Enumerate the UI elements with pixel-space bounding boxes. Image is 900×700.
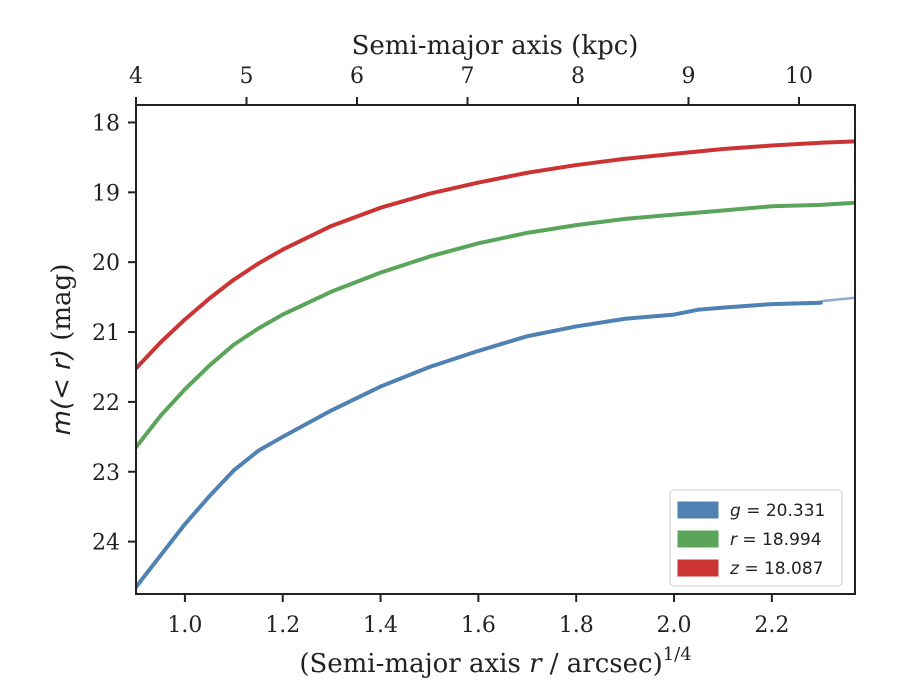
top-tick-label: 8 <box>571 64 585 89</box>
x-tick-label: 2.2 <box>754 613 789 638</box>
legend-label-r: r = 18.994 <box>730 530 822 550</box>
top-tick-label: 5 <box>240 64 254 89</box>
series-line-g <box>136 300 823 590</box>
legend-label-g: g = 20.331 <box>730 501 825 521</box>
x-axis-title: (Semi-major axis r / arcsec)1/4 <box>299 644 691 679</box>
y-tick-label: 20 <box>92 251 120 276</box>
x-tick-label: 1.2 <box>265 613 300 638</box>
bottom-axis: 1.0 1.2 1.4 1.6 1.8 2.0 2.2 <box>167 594 789 638</box>
y-tick-label: 18 <box>92 111 120 136</box>
top-axis-title: Semi-major axis (kpc) <box>352 31 639 61</box>
legend-swatch-g <box>677 501 719 519</box>
top-tick-label: 9 <box>682 64 696 89</box>
y-axis-title: m(< r) (mag) <box>47 264 77 436</box>
legend-swatch-r <box>677 530 719 548</box>
y-tick-label: 19 <box>92 181 120 206</box>
x-tick-label: 1.8 <box>559 613 594 638</box>
legend-swatch-z <box>677 559 719 577</box>
top-axis: 4 5 6 7 8 9 10 <box>129 64 813 105</box>
legend-label-z: z = 18.087 <box>729 559 823 579</box>
series-line-r <box>136 200 855 450</box>
series-line-g-extension <box>820 296 855 303</box>
y-tick-label: 22 <box>92 391 120 416</box>
left-axis: 18 19 20 21 22 23 24 <box>92 111 136 556</box>
x-tick-label: 1.6 <box>461 613 496 638</box>
x-tick-label: 1.4 <box>363 613 398 638</box>
legend: g = 20.331 r = 18.994 z = 18.087 <box>669 489 843 587</box>
y-tick-label: 24 <box>92 531 120 556</box>
top-tick-label: 4 <box>129 64 143 89</box>
y-tick-label: 21 <box>92 321 120 346</box>
x-tick-label: 1.0 <box>167 613 202 638</box>
top-tick-label: 6 <box>350 64 364 89</box>
plot-frame <box>135 104 856 595</box>
y-tick-label: 23 <box>92 461 120 486</box>
top-tick-label: 10 <box>785 64 813 89</box>
x-tick-label: 2.0 <box>657 613 692 638</box>
top-tick-label: 7 <box>461 64 475 89</box>
series-line-z <box>136 139 855 371</box>
